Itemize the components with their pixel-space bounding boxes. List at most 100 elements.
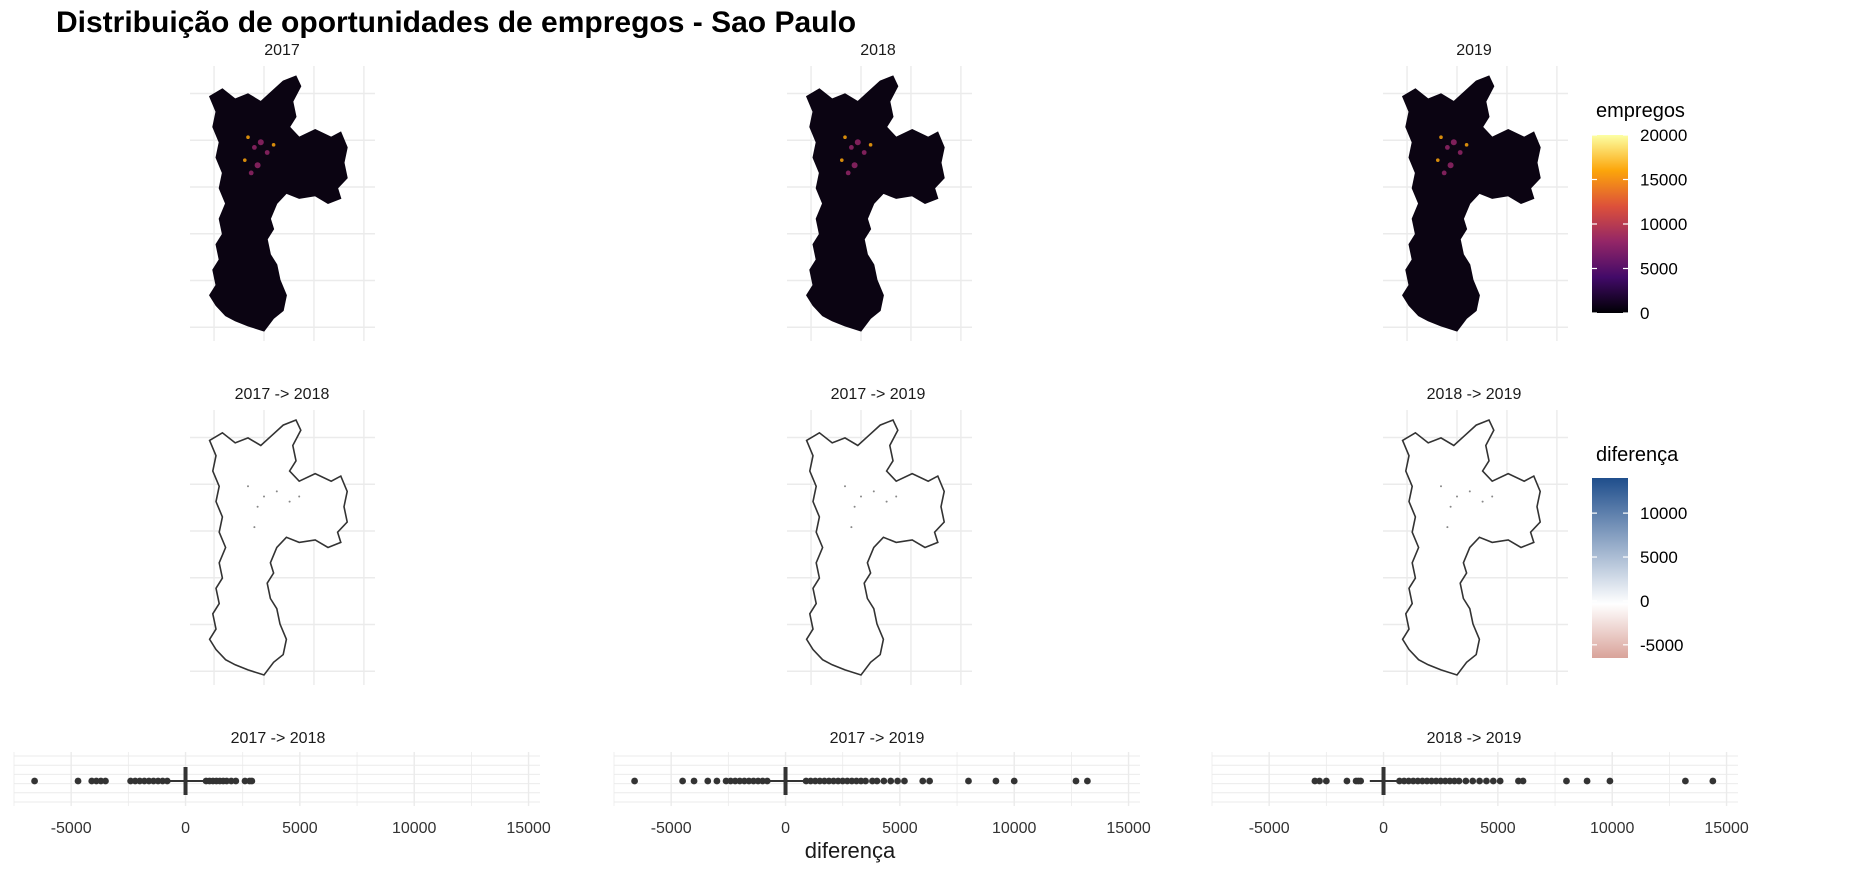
diff-cell — [298, 495, 301, 498]
map-diferenca-2017 -> 2018 — [208, 418, 349, 676]
x-tick-label: 10000 — [992, 820, 1037, 837]
boxplot-outlier-point — [1469, 777, 1477, 785]
x-tick-label: 10000 — [1590, 820, 1635, 837]
x-tick-label: 10000 — [392, 820, 437, 837]
map-diferenca-2018 -> 2019 — [1401, 418, 1542, 676]
diff-cell — [263, 495, 265, 498]
boxplot-outlier-point — [1462, 777, 1470, 785]
boxplot-outlier-point — [74, 777, 82, 785]
diff-cell — [1456, 495, 1458, 498]
legend-empregos-title: empregos — [1596, 100, 1685, 122]
hotspot-cell — [1441, 170, 1447, 176]
boxplot-outlier-point — [1072, 777, 1080, 785]
boxplot-outlier-point — [901, 777, 908, 785]
map-emprego-2019 — [1401, 75, 1541, 332]
boxplot-outlier-point — [1322, 777, 1330, 785]
hotspot-cell — [843, 135, 847, 139]
legend-empregos-tick-label: 0 — [1640, 304, 1649, 323]
hotspot-cell — [1464, 143, 1469, 147]
diff-cell — [1440, 485, 1442, 488]
legend-empregos-tick-label: 5000 — [1640, 260, 1678, 279]
boxplot-outlier-point — [1563, 777, 1570, 785]
hotspot-cell — [861, 150, 867, 155]
diff-cell — [253, 526, 256, 529]
diff-cell — [895, 495, 898, 498]
diff-cell — [1491, 495, 1494, 498]
hotspot-cell — [1445, 145, 1450, 150]
boxplot-outlier-point — [1496, 777, 1504, 785]
boxplot-outlier-point — [102, 777, 109, 785]
boxplot-outlier-point — [1583, 777, 1591, 785]
hotspot-cell — [248, 170, 254, 176]
legend-empregos-colorbar — [1592, 135, 1628, 313]
boxplot-outlier-point — [1519, 777, 1527, 785]
hotspot-cell — [243, 158, 247, 162]
boxplot-outlier-point — [1343, 777, 1351, 785]
facet-label-2017: 2017 — [264, 42, 300, 59]
diff-cell — [885, 500, 888, 503]
legend-diferenca-colorbar — [1592, 478, 1628, 658]
boxplot-panel-2017 -> 2018 — [13, 752, 540, 806]
boxplot-outlier-point — [1010, 777, 1018, 785]
legend-diferenca-tick-label: 10000 — [1640, 504, 1687, 523]
facet-label-2018-2019: 2018 -> 2019 — [1426, 386, 1522, 403]
x-tick-label: 15000 — [1106, 820, 1151, 837]
boxplot-facet-label-2017-2019: 2017 -> 2019 — [829, 730, 925, 747]
boxplot-outlier-point — [880, 777, 888, 785]
x-tick-label: 0 — [1379, 820, 1388, 837]
boxplot-outlier-point — [1489, 777, 1497, 785]
hotspot-cell — [271, 143, 276, 147]
boxplot-outlier-point — [873, 777, 881, 785]
boxplot-outlier-point — [1476, 777, 1483, 785]
hotspot-cell — [851, 162, 858, 169]
boxplot-outlier-point — [1084, 777, 1091, 785]
boxplot-outlier-point — [713, 777, 721, 785]
hotspot-cell — [257, 139, 264, 146]
hotspot-cell — [1450, 139, 1457, 146]
diff-cell — [256, 505, 259, 508]
boxplot-facet-label-2017-2018: 2017 -> 2018 — [230, 730, 326, 747]
boxplot-outlier-point — [1682, 777, 1689, 785]
boxplot-outlier-point — [763, 777, 771, 785]
diff-cell — [288, 500, 291, 503]
legend-empregos-tick-label: 10000 — [1640, 215, 1687, 234]
x-tick-label: 15000 — [506, 820, 551, 837]
boxplot-outlier-point — [163, 777, 171, 785]
boxplot-outlier-point — [919, 777, 927, 785]
hotspot-cell — [1457, 150, 1463, 155]
hotspot-cell — [1436, 158, 1440, 162]
hotspot-cell — [246, 135, 250, 139]
diff-cell — [1446, 526, 1449, 529]
legend-empregos-tick-label: 15000 — [1640, 171, 1687, 190]
boxplot-outlier-point — [1455, 777, 1463, 785]
facet-label-2018: 2018 — [860, 42, 896, 59]
boxplot-outlier-point — [679, 777, 687, 785]
boxplot-outlier-point — [31, 777, 38, 785]
boxplot-outlier-point — [992, 777, 1000, 785]
boxplot-panel-2018 -> 2019 — [1211, 752, 1738, 806]
hotspot-cell — [1439, 135, 1443, 139]
diff-cell — [247, 485, 249, 488]
boxplot-outlier-point — [631, 777, 638, 785]
x-tick-label: 0 — [781, 820, 790, 837]
boxplot-outlier-point — [1709, 777, 1717, 785]
boxplot-outlier-point — [965, 777, 972, 785]
diff-cell — [853, 505, 856, 508]
hotspot-cell — [1447, 162, 1454, 169]
boxplot-outlier-point — [232, 777, 240, 785]
diff-cell — [1468, 490, 1471, 493]
facet-label-2019: 2019 — [1456, 42, 1492, 59]
legend-diferenca-tick-label: 0 — [1640, 592, 1649, 611]
legend-diferenca-tick-label: 5000 — [1640, 548, 1678, 567]
boxplot-outlier-point — [690, 777, 698, 785]
legend-empregos-tick-label: 20000 — [1640, 126, 1687, 145]
x-tick-label: 0 — [181, 820, 190, 837]
diff-cell — [844, 485, 846, 488]
hotspot-cell — [264, 150, 270, 155]
diff-cell — [275, 490, 278, 493]
boxplot-facet-label-2018-2019: 2018 -> 2019 — [1426, 730, 1522, 747]
hotspot-cell — [854, 139, 861, 146]
x-tick-label: -5000 — [651, 820, 692, 837]
boxplot-outlier-point — [1357, 777, 1365, 785]
